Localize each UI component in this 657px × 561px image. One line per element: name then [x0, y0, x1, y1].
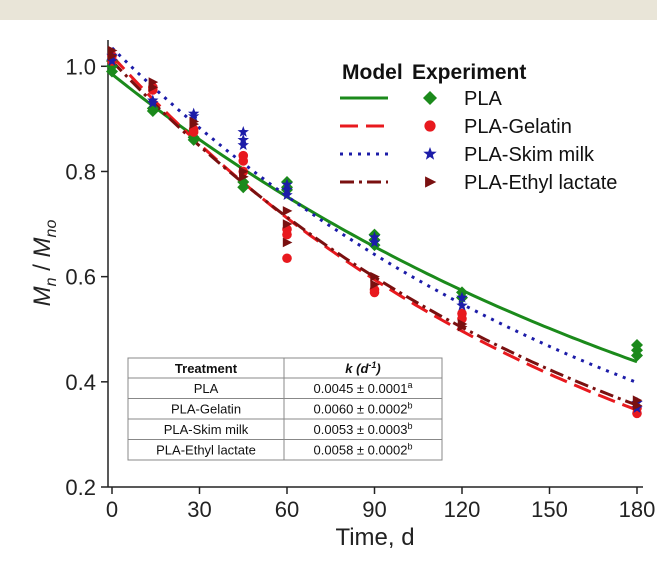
y-ticks: 0.2 0.4 0.6 0.8 1.0 [65, 54, 108, 500]
marker-star [106, 55, 118, 66]
table-cell-treatment: PLA [194, 381, 219, 396]
marker-star [456, 299, 468, 311]
legend-model-header: Model [342, 61, 403, 84]
marker-triangle [282, 219, 293, 229]
legend-label: PLA-Skim milk [464, 144, 595, 166]
marker-triangle [425, 176, 437, 188]
x-ticks: 0 30 60 90 120 150 180 [106, 487, 655, 522]
table-cell-treatment: PLA-Ethyl lactate [156, 443, 256, 458]
marker-diamond [106, 65, 118, 78]
marker-triangle [370, 279, 380, 290]
x-tick-label: 150 [531, 497, 568, 522]
table-border [127, 357, 443, 461]
marker-star [368, 236, 381, 248]
y-axis-label: Mn / Mno [29, 220, 60, 307]
table-header-k: k (d-1) [345, 360, 381, 376]
marker-triangle [370, 271, 380, 282]
y-tick-label: 0.2 [65, 475, 96, 500]
table-rows: PLA 0.0045 ± 0.0001a PLA-Gelatin 0.0060 ± 0… [128, 377, 442, 458]
model-curve-pla-gelatin [110, 54, 638, 412]
legend: Model Experiment PLA PLA-Gelatin PLA-Skim … [340, 61, 617, 194]
legend-label: PLA-Ethyl lactate [464, 172, 617, 194]
marker-diamond [146, 102, 159, 115]
x-tick-label: 60 [275, 497, 299, 522]
table-header-treatment: Treatment [175, 361, 238, 376]
legend-label: PLA-Gelatin [464, 116, 572, 138]
table-cell-k: 0.0058 ± 0.0002b [314, 442, 413, 458]
x-axis-label: Time, d [335, 524, 414, 551]
marker-triangle [282, 206, 293, 216]
y-tick-label: 0.6 [65, 265, 96, 290]
marker-triangle [107, 50, 118, 61]
model-curve-pla-ethyl-lactate [110, 59, 638, 407]
table-cell-k: 0.0060 ± 0.0002b [314, 401, 413, 417]
table-cell-treatment: PLA-Gelatin [171, 402, 241, 417]
table-cell-k: 0.0053 ± 0.0003b [314, 421, 413, 437]
y-tick-label: 0.8 [65, 159, 96, 184]
marker-circle [282, 253, 292, 264]
marker-triangle [632, 400, 643, 411]
marker-triangle [239, 171, 249, 182]
table-cell-treatment: PLA-Skim milk [164, 422, 249, 437]
x-tick-label: 180 [619, 497, 656, 522]
marker-triangle [148, 82, 159, 93]
y-tick-label: 1.0 [65, 54, 96, 79]
x-tick-label: 90 [362, 497, 386, 522]
x-tick-label: 0 [106, 497, 118, 522]
marker-diamond [631, 349, 643, 362]
marker-star [281, 189, 293, 200]
legend-label: PLA [464, 88, 502, 110]
model-curve-pla-skim-milk [110, 46, 638, 384]
marker-diamond [423, 91, 437, 105]
marker-triangle [189, 119, 200, 129]
marker-triangle [282, 237, 293, 248]
marker-circle [238, 156, 249, 166]
marker-star [237, 126, 249, 137]
top-banner [0, 0, 657, 20]
marker-star [147, 97, 159, 108]
marker-star [188, 110, 200, 122]
marker-circle [282, 229, 292, 240]
marker-circle [369, 287, 380, 298]
marker-star [423, 147, 437, 160]
legend-experiment-header: Experiment [412, 61, 526, 84]
legend-rows: PLA PLA-Gelatin PLA-Skim milk PLA-Ethyl lac… [340, 88, 617, 194]
marker-star [237, 139, 249, 150]
table-cell-k: 0.0045 ± 0.0001a [314, 380, 413, 396]
x-tick-label: 120 [444, 497, 481, 522]
rate-constant-table: Treatment k (d-1) PLA 0.0045 ± 0.0001aPLA… [127, 357, 443, 461]
experiment-markers [106, 45, 643, 419]
marker-star [456, 291, 468, 303]
marker-triangle [457, 321, 468, 332]
y-tick-label: 0.4 [65, 370, 96, 395]
marker-circle [424, 120, 436, 132]
x-tick-label: 30 [187, 497, 211, 522]
